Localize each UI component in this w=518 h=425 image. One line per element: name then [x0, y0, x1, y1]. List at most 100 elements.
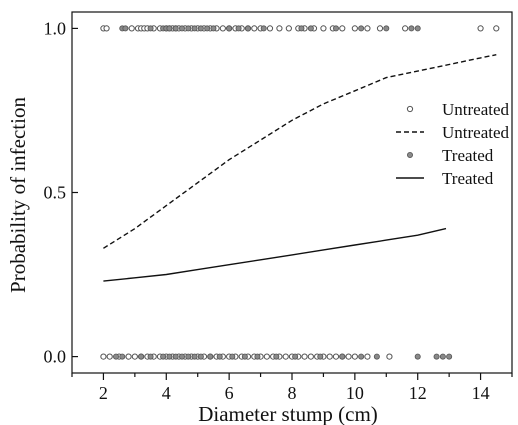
fitted-curves [103, 54, 497, 282]
treated-point [207, 353, 214, 360]
treated-point [307, 25, 314, 32]
treated-point [166, 25, 173, 32]
untreated-point [106, 353, 113, 360]
untreated-point [251, 25, 258, 32]
treated-point [433, 353, 440, 360]
untreated-point [320, 25, 327, 32]
untreated-point [276, 25, 283, 32]
y-axis-title: Probability of infection [6, 97, 30, 293]
y-tick-label: 0.5 [44, 183, 67, 203]
plot-frame [71, 11, 513, 374]
untreated-point [326, 353, 333, 360]
untreated-point [364, 353, 371, 360]
untreated-point [131, 353, 138, 360]
x-tick-label: 12 [409, 383, 427, 403]
treated-point [185, 25, 192, 32]
treated-point [226, 25, 233, 32]
treated-point [185, 353, 192, 360]
y-tick-label: 1.0 [44, 18, 67, 38]
untreated-fitted-curve [103, 54, 497, 249]
untreated-point [402, 25, 409, 32]
untreated-point [263, 353, 270, 360]
x-tick-label: 4 [162, 383, 171, 403]
treated-point [358, 25, 365, 32]
legend-treated-marker [406, 151, 413, 158]
treated-point [178, 25, 185, 32]
treated-point [191, 353, 198, 360]
treated-point [339, 353, 346, 360]
treated-fitted-curve [103, 227, 447, 282]
y-tick-label: 0.0 [44, 347, 67, 367]
treated-point [317, 353, 324, 360]
treated-point [160, 353, 167, 360]
treated-point [197, 25, 204, 32]
untreated-point [339, 25, 346, 32]
y-axis-ticks: 0.0 0.5 1.0 [44, 18, 78, 367]
x-tick-label: 14 [472, 383, 490, 403]
x-tick-label: 6 [225, 383, 234, 403]
observed-points [100, 25, 500, 360]
treated-point [172, 353, 179, 360]
treated-point [119, 353, 126, 360]
treated-point [191, 25, 198, 32]
treated-point [178, 353, 185, 360]
treated-point [273, 353, 280, 360]
treated-point [414, 25, 421, 32]
treated-point [147, 353, 154, 360]
treated-point [244, 25, 251, 32]
untreated-point [376, 25, 384, 32]
treated-point [298, 25, 305, 32]
treated-point [292, 353, 299, 360]
treated-point [122, 25, 129, 32]
treated-point [216, 353, 223, 360]
treated-point [332, 25, 339, 32]
untreated-point [493, 25, 500, 32]
legend: Untreated Untreated Treated Treated [396, 100, 510, 188]
untreated-point [332, 353, 340, 360]
untreated-point [103, 25, 110, 32]
treated-point [138, 353, 145, 360]
treated-point [241, 353, 248, 360]
untreated-point [301, 353, 308, 360]
untreated-point [125, 353, 132, 360]
treated-point [166, 353, 173, 360]
treated-point [113, 353, 120, 360]
untreated-point [282, 353, 289, 360]
treated-point [197, 353, 204, 360]
untreated-point [364, 25, 371, 32]
plot-border [71, 11, 513, 374]
legend-label: Untreated [442, 123, 510, 142]
x-tick-label: 10 [346, 383, 364, 403]
untreated-point [266, 25, 274, 32]
treated-point [373, 353, 380, 360]
untreated-point [219, 25, 226, 32]
treated-point [254, 353, 261, 360]
x-tick-label: 2 [99, 383, 108, 403]
treated-point [408, 25, 415, 32]
untreated-point [128, 25, 135, 32]
x-axis-ticks: 2 4 6 8 10 12 14 [71, 373, 513, 403]
untreated-point [345, 353, 352, 360]
treated-point [235, 25, 242, 32]
treated-point [229, 353, 236, 360]
untreated-point [386, 353, 393, 360]
x-axis-title: Diameter stump (cm) [198, 402, 378, 425]
legend-label: Untreated [442, 100, 510, 119]
untreated-point [100, 353, 107, 360]
legend-untreated-marker [406, 105, 414, 113]
treated-point [204, 25, 211, 32]
treated-point [358, 353, 365, 360]
untreated-point [351, 25, 358, 32]
untreated-point [351, 353, 358, 360]
treated-point [260, 25, 267, 32]
treated-point [439, 353, 446, 360]
untreated-point [477, 25, 484, 32]
treated-point [172, 25, 179, 32]
treated-point [147, 25, 154, 32]
legend-label: Treated [442, 169, 494, 188]
untreated-point [307, 353, 314, 360]
untreated-point [285, 25, 292, 32]
treated-point [414, 353, 421, 360]
treated-point [210, 25, 217, 32]
